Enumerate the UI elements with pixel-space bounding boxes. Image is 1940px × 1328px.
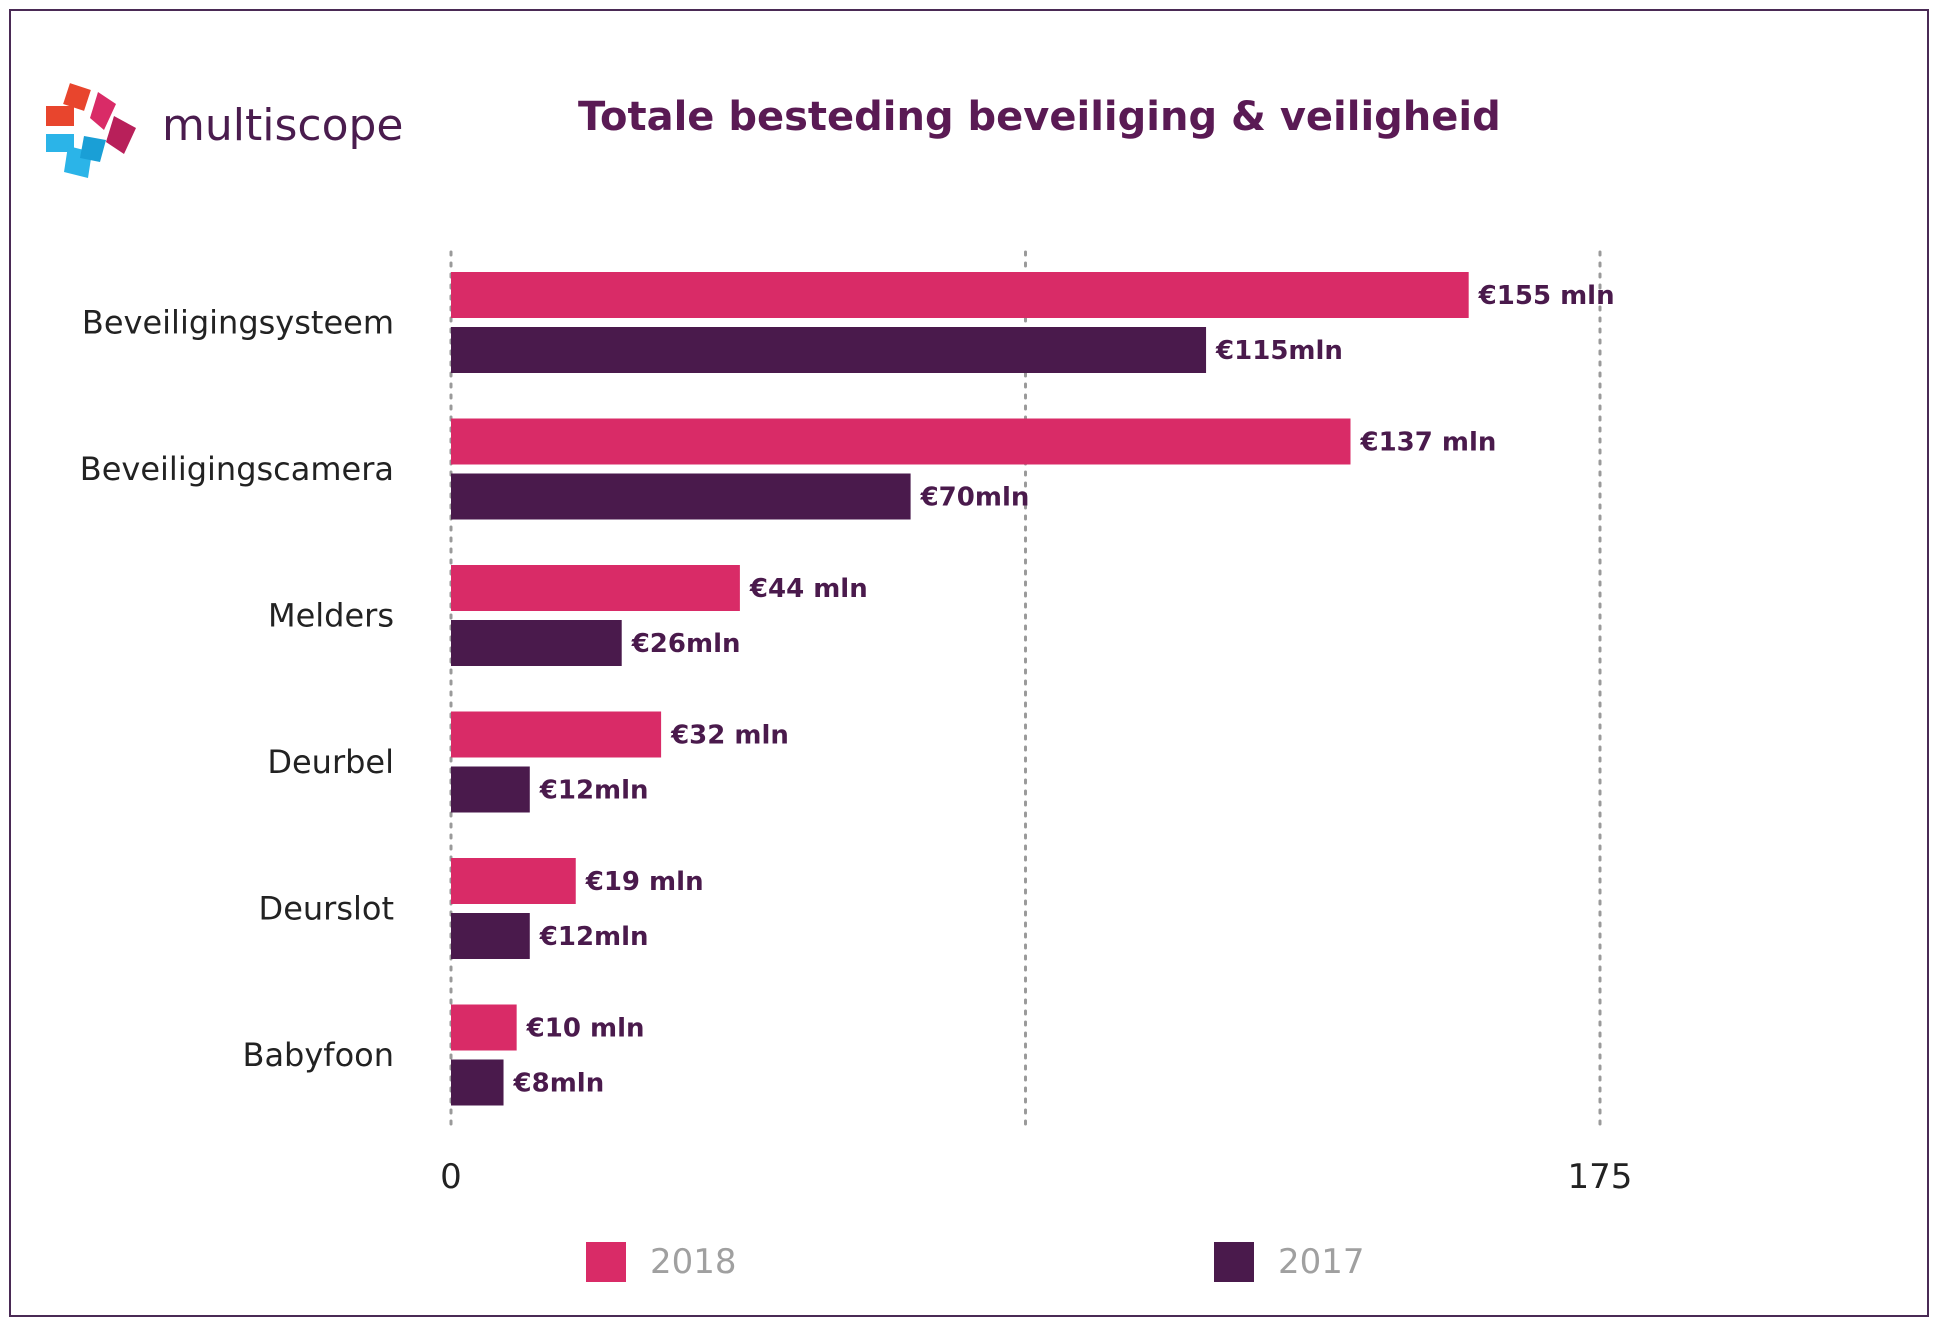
brand-name: multiscope xyxy=(162,100,404,151)
bar-value-label: €44 mln xyxy=(749,574,868,604)
legend-label-2018: 2018 xyxy=(650,1242,737,1282)
category-label: Babyfoon xyxy=(242,1036,394,1074)
bar-value-label: €155 mln xyxy=(1478,281,1615,311)
bar-value-label: €137 mln xyxy=(1360,428,1497,458)
multiscope-logo-icon xyxy=(46,83,136,178)
bar-value-label: €70mln xyxy=(920,483,1030,513)
bar-2017 xyxy=(451,327,1207,373)
chart-frame xyxy=(9,9,1929,1317)
bar-2018 xyxy=(451,711,662,758)
bar-2018 xyxy=(451,858,576,904)
bar-value-label: €19 mln xyxy=(585,867,704,897)
legend-label-2017: 2017 xyxy=(1278,1242,1365,1282)
category-label: Melders xyxy=(268,597,394,635)
category-label: Deurslot xyxy=(259,890,394,928)
bar-2018 xyxy=(451,272,1469,318)
bar-value-label: €12mln xyxy=(539,776,649,806)
bar-value-label: €10 mln xyxy=(526,1014,645,1044)
bar-2018 xyxy=(451,418,1351,465)
category-label: Deurbel xyxy=(267,743,394,781)
bar-2017 xyxy=(451,473,911,520)
bar-value-label: €26mln xyxy=(631,629,741,659)
bar-value-label: €115mln xyxy=(1215,336,1343,366)
legend-swatch-2018 xyxy=(586,1242,626,1282)
category-label: Beveiligingsysteem xyxy=(82,304,394,342)
x-tick-label: 0 xyxy=(440,1157,462,1197)
bar-value-label: €8mln xyxy=(513,1069,605,1099)
bar-2017 xyxy=(451,913,530,959)
brand-logo: multiscope xyxy=(44,82,444,182)
category-label: Beveiligingscamera xyxy=(80,450,394,488)
legend-item-2018: 2018 xyxy=(586,1242,737,1282)
bar-2017 xyxy=(451,766,530,813)
x-tick-label: 175 xyxy=(1568,1157,1633,1197)
bar-value-label: €12mln xyxy=(539,922,649,952)
chart-title: Totale besteding beveiliging & veilighei… xyxy=(578,94,1501,140)
bar-2018 xyxy=(451,565,740,611)
bar-2018 xyxy=(451,1004,517,1051)
legend-swatch-2017 xyxy=(1214,1242,1254,1282)
bar-value-label: €32 mln xyxy=(670,721,789,751)
legend-item-2017: 2017 xyxy=(1214,1242,1365,1282)
bar-2017 xyxy=(451,620,622,666)
bar-2017 xyxy=(451,1059,504,1106)
